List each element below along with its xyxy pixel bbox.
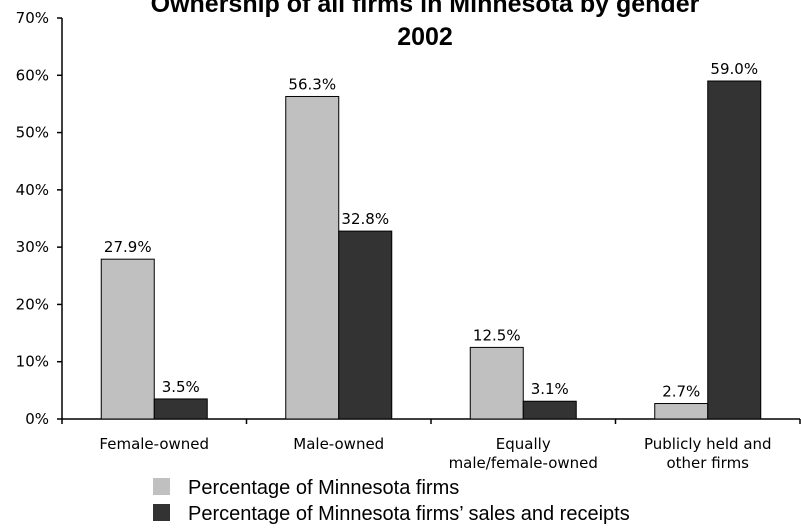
data-label: 27.9% (104, 238, 152, 256)
legend-swatch-2 (153, 504, 170, 521)
x-category-label: Female-owned (99, 435, 209, 453)
legend: Percentage of Minnesota firms Percentage … (153, 477, 630, 525)
bar-series-1-4 (654, 403, 709, 420)
data-labels: 27.9% 56.3% 12.5% 2.7% 3.5% 32.8% 3.1% 59.0% (104, 60, 758, 401)
x-category-label: Publicly held and (644, 435, 772, 453)
y-tick-label: 40% (16, 181, 49, 199)
legend-label-2: Percentage of Minnesota firms’ sales and… (188, 503, 630, 525)
bar-series-2-4 (707, 80, 762, 420)
bar-series-1-2 (285, 95, 340, 420)
data-label: 3.5% (162, 378, 200, 396)
y-tick-label: 60% (16, 66, 49, 84)
x-category-label: male/female-owned (449, 454, 598, 472)
data-label: 59.0% (710, 60, 758, 78)
chart-title: Ownership of all firms in Minnesota by g… (151, 0, 700, 51)
chart-title-line-2: 2002 (397, 23, 453, 51)
bar-series-2-1 (153, 398, 208, 420)
data-label: 2.7% (662, 383, 700, 401)
legend-swatch-1 (153, 478, 170, 495)
y-tick-label: 30% (16, 238, 49, 256)
data-label: 3.1% (531, 380, 569, 398)
x-category-label: other firms (666, 454, 749, 472)
bar-series-2-3 (522, 400, 577, 420)
x-category-label: Equally (496, 435, 551, 453)
bar-series-1-3 (469, 346, 524, 420)
bars (100, 80, 762, 420)
data-label: 32.8% (341, 210, 389, 228)
y-tick-label: 20% (16, 295, 49, 313)
bar-series-1-1 (100, 258, 155, 420)
y-tick-label: 70% (16, 9, 49, 27)
x-category-label: Male-owned (293, 435, 384, 453)
y-tick-label: 50% (16, 124, 49, 142)
axes: 0% 10% 20% 30% 40% 50% 60% 70% Female-owned Male-… (16, 9, 801, 472)
y-tick-label: 0% (25, 410, 49, 428)
legend-label-1: Percentage of Minnesota firms (188, 477, 459, 499)
data-label: 12.5% (473, 326, 521, 344)
bar-series-2-2 (338, 230, 393, 420)
data-label: 56.3% (288, 75, 336, 93)
y-tick-label: 10% (16, 353, 49, 371)
chart-title-line-1: Ownership of all firms in Minnesota by g… (151, 0, 700, 18)
